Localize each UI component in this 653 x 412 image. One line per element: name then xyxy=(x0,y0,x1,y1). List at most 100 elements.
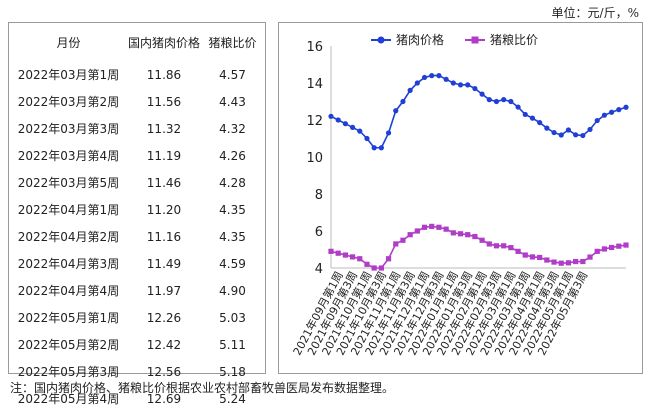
y-tick-label: 12 xyxy=(306,114,323,129)
cell-pork-price: 11.49 xyxy=(146,256,182,271)
cell-month: 2022年05月第1周 xyxy=(17,311,120,325)
data-point-ratio xyxy=(378,265,384,271)
cell-pork-price: 11.19 xyxy=(146,148,182,163)
y-tick-label: 10 xyxy=(306,151,323,166)
data-point-pork-price xyxy=(349,124,356,130)
data-point-pork-price xyxy=(465,82,471,88)
cell-pork-price: 12.26 xyxy=(146,310,182,325)
legend: 猪肉价格 猪粮比价 xyxy=(371,32,538,47)
series-group xyxy=(328,73,629,271)
data-point-ratio xyxy=(407,232,413,238)
data-point-ratio xyxy=(493,243,500,249)
data-point-pork-price xyxy=(457,82,464,88)
data-point-pork-price xyxy=(378,145,384,151)
data-point-pork-price xyxy=(472,85,478,92)
price-table: 月份 国内猪肉价格 猪粮比价 2022年03月第1周 11.86 4.57 2022… xyxy=(9,23,265,412)
cell-month: 2022年04月第2周 xyxy=(17,230,120,244)
data-point-pork-price xyxy=(364,135,370,142)
data-point-pork-price xyxy=(529,115,536,121)
data-point-ratio xyxy=(580,258,586,265)
data-point-pork-price xyxy=(515,104,521,110)
data-point-pork-price xyxy=(385,130,392,136)
data-point-ratio xyxy=(349,254,356,260)
data-point-pork-price xyxy=(414,80,420,86)
data-point-pork-price xyxy=(616,107,622,113)
cell-month: 2022年04月第4周 xyxy=(17,284,120,298)
header-month: 月份 xyxy=(56,35,81,50)
data-point-pork-price xyxy=(594,117,600,124)
table-row: 2022年05月第3周 12.56 5.18 xyxy=(9,358,265,385)
data-point-pork-price xyxy=(544,125,550,131)
table-row: 2022年03月第4周 11.19 4.26 xyxy=(9,142,265,169)
data-point-ratio xyxy=(558,260,564,266)
cell-month: 2022年03月第4周 xyxy=(17,149,120,163)
cell-ratio: 5.18 xyxy=(219,364,246,379)
data-point-pork-price xyxy=(450,80,456,86)
data-point-ratio xyxy=(414,228,420,234)
data-point-ratio xyxy=(393,241,399,247)
cell-month: 2022年05月第3周 xyxy=(17,365,120,379)
data-point-pork-price xyxy=(393,108,399,114)
data-point-ratio xyxy=(609,244,615,251)
legend-label-pork-price: 猪肉价格 xyxy=(396,32,444,47)
header-hog-grain-ratio: 猪粮比价 xyxy=(208,35,257,50)
cell-pork-price: 11.20 xyxy=(146,202,182,217)
data-point-ratio xyxy=(573,258,579,265)
data-point-pork-price xyxy=(328,113,334,119)
data-point-pork-price xyxy=(580,132,586,139)
data-point-ratio xyxy=(544,257,550,263)
cell-ratio: 4.26 xyxy=(219,148,246,163)
data-point-pork-price xyxy=(565,127,572,133)
data-point-ratio xyxy=(515,248,521,254)
cell-ratio: 4.28 xyxy=(219,175,246,190)
data-point-ratio xyxy=(587,254,593,260)
data-point-ratio xyxy=(400,237,406,243)
cell-ratio: 4.90 xyxy=(219,283,246,298)
cell-pork-price: 11.56 xyxy=(146,94,182,109)
data-point-ratio xyxy=(328,248,334,254)
table-row: 2022年05月第2周 12.42 5.11 xyxy=(9,331,265,358)
table-row: 2022年04月第3周 11.49 4.59 xyxy=(9,250,265,277)
data-point-ratio xyxy=(342,252,348,258)
cell-ratio: 4.57 xyxy=(219,67,246,82)
cell-ratio: 5.11 xyxy=(219,337,246,352)
data-point-ratio xyxy=(436,224,442,230)
cell-ratio: 5.03 xyxy=(219,310,246,325)
y-tick-label: 6 xyxy=(315,225,323,240)
cell-month: 2022年04月第3周 xyxy=(17,257,120,271)
cell-pork-price: 11.16 xyxy=(146,229,182,244)
data-point-ratio xyxy=(616,243,622,249)
cell-pork-price: 11.97 xyxy=(146,283,182,298)
data-point-pork-price xyxy=(400,98,406,105)
cell-ratio: 4.35 xyxy=(219,229,246,244)
y-tick-label: 8 xyxy=(315,188,323,203)
data-point-ratio xyxy=(479,237,485,243)
data-point-ratio xyxy=(594,248,600,254)
data-point-pork-price xyxy=(436,73,442,79)
data-point-ratio xyxy=(364,261,370,267)
y-tick-labels: 4 6 8 10 12 14 16 xyxy=(306,40,323,277)
data-point-ratio xyxy=(565,260,572,266)
cell-month: 2022年04月第1周 xyxy=(17,203,120,217)
data-point-ratio xyxy=(457,231,464,237)
cell-pork-price: 11.86 xyxy=(146,67,182,82)
table-row: 2022年04月第1周 11.20 4.35 xyxy=(9,196,265,223)
table-row: 2022年04月第4周 11.97 4.90 xyxy=(9,277,265,304)
data-point-pork-price xyxy=(508,98,514,105)
cell-ratio: 4.32 xyxy=(219,121,246,136)
x-tick-labels: 2021年09月第1周2021年09月第3周2021年10月第1周2021年10… xyxy=(290,269,591,358)
line-chart-panel: 猪肉价格 猪粮比价 4 6 8 10 12 14 16 2021年09月第1周 2021年09… xyxy=(278,22,643,374)
table-row: 2022年04月第2周 11.16 4.35 xyxy=(9,223,265,250)
data-point-pork-price xyxy=(335,117,341,123)
data-point-pork-price xyxy=(421,74,428,81)
data-point-pork-price xyxy=(342,121,348,127)
data-point-pork-price xyxy=(501,97,507,103)
data-point-pork-price xyxy=(551,129,557,136)
data-point-ratio xyxy=(357,256,363,262)
data-point-ratio xyxy=(522,252,528,258)
header-pork-price: 国内猪肉价格 xyxy=(127,35,200,50)
data-point-ratio xyxy=(623,242,629,248)
data-point-ratio xyxy=(551,259,557,265)
legend-marker-pork-price xyxy=(377,36,385,44)
data-point-ratio xyxy=(335,250,341,256)
